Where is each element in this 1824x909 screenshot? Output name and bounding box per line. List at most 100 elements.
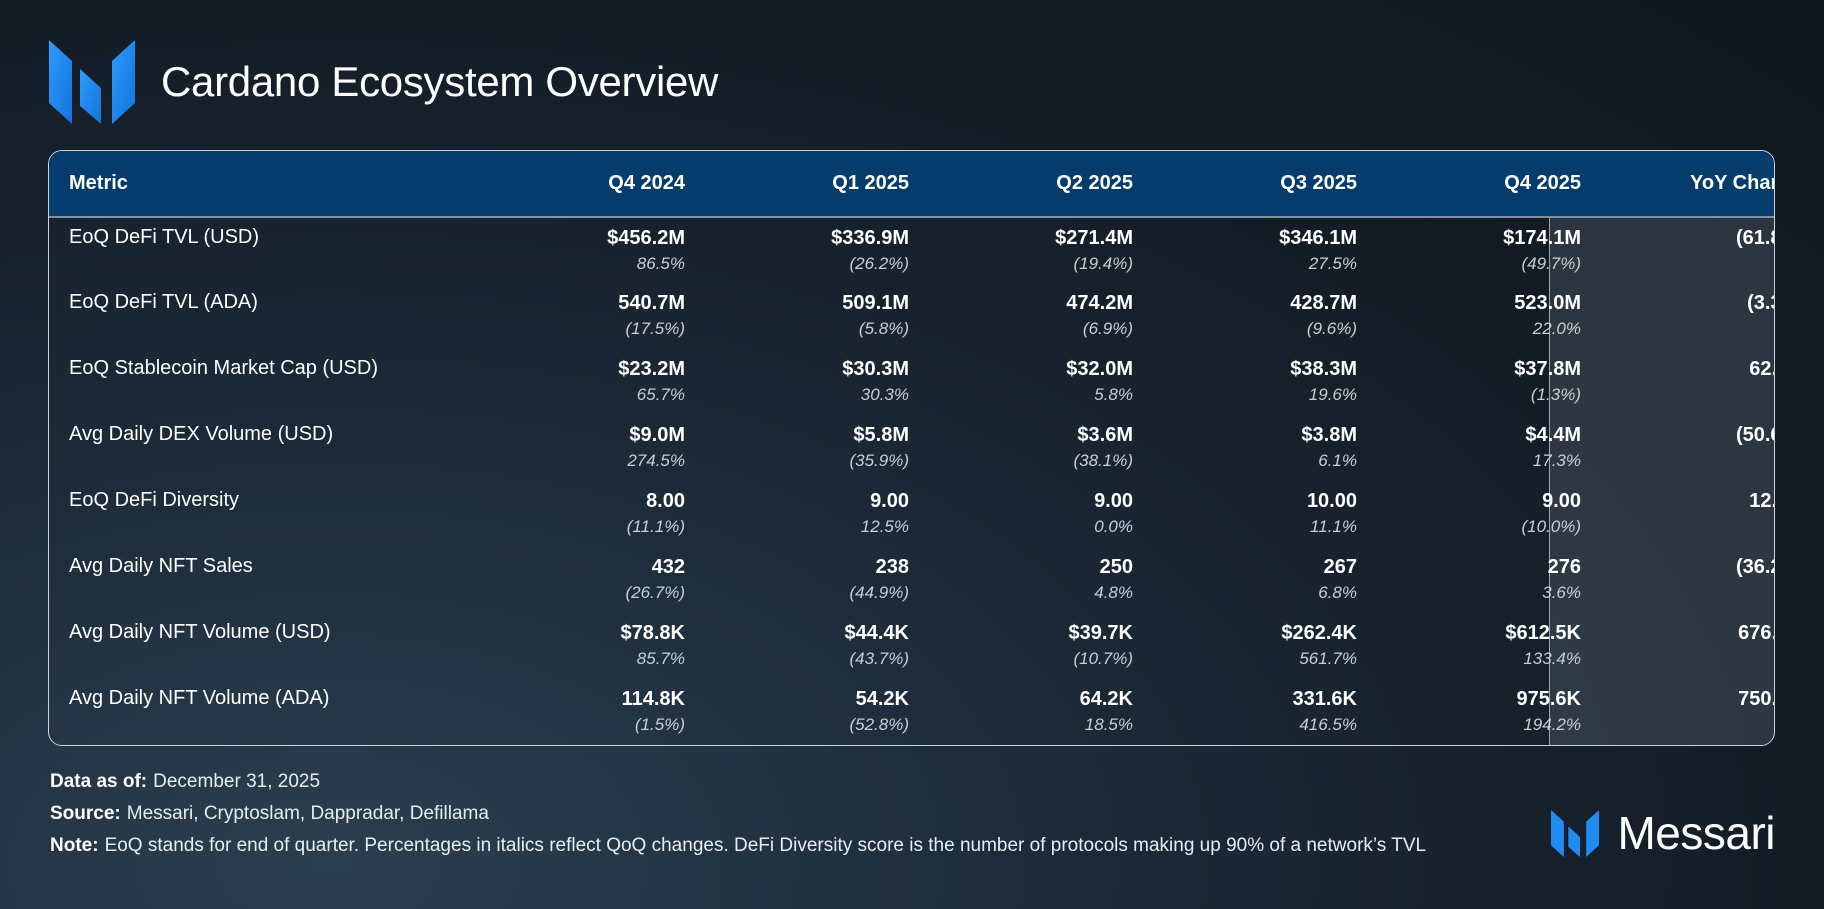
metric-name: EoQ Stablecoin Market Cap (USD) (69, 357, 379, 379)
qoq-change: 22.0% (1532, 319, 1581, 338)
yoy-cell: (50.6%) (1601, 415, 1774, 481)
quarter-value: 250 (1099, 556, 1133, 578)
quarter-cell: 523.0M 22.0% (1377, 283, 1601, 349)
table-header-row: Metric Q4 2024 Q1 2025 Q2 2025 Q3 2025 Q… (49, 151, 1774, 218)
quarter-cell: 267 6.8% (1153, 547, 1377, 613)
quarter-cell: 250 4.8% (929, 547, 1153, 613)
quarter-cell: $9.0M 274.5% (481, 415, 705, 481)
quarter-value: 9.00 (1094, 490, 1133, 512)
quarter-value: $23.2M (618, 358, 685, 380)
metric-name: EoQ DeFi TVL (ADA) (69, 291, 258, 313)
qoq-change: 19.6% (1308, 385, 1357, 404)
qoq-change: (5.8%) (858, 319, 909, 338)
quarter-value: $262.4K (1281, 622, 1357, 644)
qoq-change: 133.4% (1523, 649, 1581, 668)
qoq-change: (1.3%) (1530, 385, 1581, 404)
quarter-cell: $262.4K 561.7% (1153, 613, 1377, 679)
quarter-value: 540.7M (618, 292, 685, 314)
quarter-cell: 54.2K (52.8%) (705, 679, 929, 745)
note-line: Note: EoQ stands for end of quarter. Per… (50, 834, 1470, 858)
quarter-value: 331.6K (1292, 688, 1358, 710)
quarter-cell: 432 (26.7%) (481, 547, 705, 613)
quarter-cell: $4.4M 17.3% (1377, 415, 1601, 481)
qoq-change: (10.7%) (1073, 649, 1133, 668)
qoq-change: (26.7%) (625, 583, 685, 602)
yoy-change-value: (61.8%) (1735, 227, 1774, 249)
qoq-change: (49.7%) (1521, 254, 1581, 273)
quarter-value: $38.3M (1290, 358, 1357, 380)
quarter-value: $32.0M (1066, 358, 1133, 380)
metric-name: Avg Daily NFT Sales (69, 555, 253, 577)
quarter-value: $9.0M (629, 424, 685, 446)
table-row: Avg Daily NFT Volume (USD) $78.8K 85.7% $44… (49, 613, 1774, 679)
quarter-cell: $5.8M (35.9%) (705, 415, 929, 481)
table-row: Avg Daily NFT Sales 432 (26.7%) 238 (44.9%) 2… (49, 547, 1774, 613)
yoy-cell: 62.7% (1601, 349, 1774, 415)
footer-notes: Data as of: December 31, 2025 Source: Me… (50, 770, 1470, 866)
column-header-q2-2025: Q2 2025 (929, 151, 1153, 218)
qoq-change: (11.1%) (626, 517, 685, 536)
quarter-cell: $174.1M (49.7%) (1377, 217, 1601, 283)
quarter-value: 474.2M (1066, 292, 1133, 314)
table-row: EoQ DeFi TVL (USD) $456.2M 86.5% $336.9M (26… (49, 217, 1774, 283)
brand-name: Messari (1617, 807, 1775, 859)
quarter-value: 509.1M (842, 292, 909, 314)
qoq-change: 85.7% (636, 649, 685, 668)
quarter-cell: 8.00 (11.1%) (481, 481, 705, 547)
quarter-value: 276 (1547, 556, 1581, 578)
source-line: Source: Messari, Cryptoslam, Dappradar, … (50, 802, 1470, 826)
table-row: EoQ DeFi Diversity 8.00 (11.1%) 9.00 12.5% 9.… (49, 481, 1774, 547)
qoq-change: (52.8%) (849, 715, 909, 734)
yoy-change-value: (3.3%) (1747, 292, 1774, 314)
yoy-column-background (1549, 217, 1774, 745)
yoy-cell: (3.3%) (1601, 283, 1774, 349)
quarter-cell: $38.3M 19.6% (1153, 349, 1377, 415)
page-header: Cardano Ecosystem Overview (49, 40, 718, 124)
quarter-value: 267 (1323, 556, 1357, 578)
quarter-value: 428.7M (1290, 292, 1357, 314)
quarter-cell: 10.00 11.1% (1153, 481, 1377, 547)
quarter-value: 54.2K (855, 688, 909, 710)
data-as-of-line: Data as of: December 31, 2025 (50, 770, 1470, 794)
column-header-q4-2024: Q4 2024 (481, 151, 705, 218)
column-header-q4-2025: Q4 2025 (1377, 151, 1601, 218)
quarter-cell: 114.8K (1.5%) (481, 679, 705, 745)
quarter-cell: 975.6K 194.2% (1377, 679, 1601, 745)
quarter-value: $346.1M (1279, 227, 1357, 249)
quarter-cell: 9.00 0.0% (929, 481, 1153, 547)
qoq-change: 18.5% (1084, 715, 1133, 734)
quarter-cell: 509.1M (5.8%) (705, 283, 929, 349)
data-as-of-label: Data as of: (50, 771, 148, 792)
quarter-value: $336.9M (831, 227, 909, 249)
metrics-table: Metric Q4 2024 Q1 2025 Q2 2025 Q3 2025 Q… (49, 151, 1774, 745)
quarter-cell: $44.4K (43.7%) (705, 613, 929, 679)
quarter-cell: $346.1M 27.5% (1153, 217, 1377, 283)
qoq-change: 0.0% (1094, 517, 1133, 536)
quarter-cell: 238 (44.9%) (705, 547, 929, 613)
quarter-value: $271.4M (1055, 227, 1133, 249)
qoq-change: 561.7% (1299, 649, 1357, 668)
yoy-cell: (61.8%) (1601, 217, 1774, 283)
qoq-change: (9.6%) (1306, 319, 1357, 338)
qoq-change: (17.5%) (625, 319, 685, 338)
yoy-change-value: 676.8% (1738, 622, 1774, 644)
yoy-change-value: (36.2%) (1735, 556, 1774, 578)
quarter-value: 114.8K (621, 688, 685, 710)
qoq-change: (43.7%) (849, 649, 909, 668)
source-label: Source: (50, 803, 121, 824)
table-body: EoQ DeFi TVL (USD) $456.2M 86.5% $336.9M (26… (49, 217, 1774, 745)
quarter-cell: $456.2M 86.5% (481, 217, 705, 283)
quarter-value: $44.4K (844, 622, 910, 644)
column-header-yoy-change: YoY Change (1601, 151, 1774, 218)
quarter-cell: 540.7M (17.5%) (481, 283, 705, 349)
qoq-change: 194.2% (1523, 715, 1581, 734)
quarter-cell: 474.2M (6.9%) (929, 283, 1153, 349)
yoy-change-value: (50.6%) (1735, 424, 1774, 446)
quarter-value: $5.8M (853, 424, 909, 446)
quarter-value: 523.0M (1514, 292, 1581, 314)
messari-brand-icon (1551, 809, 1600, 857)
quarter-value: $612.5K (1505, 622, 1581, 644)
data-as-of-value: December 31, 2025 (153, 771, 321, 792)
qoq-change: 6.8% (1318, 583, 1357, 602)
quarter-value: 432 (651, 556, 685, 578)
